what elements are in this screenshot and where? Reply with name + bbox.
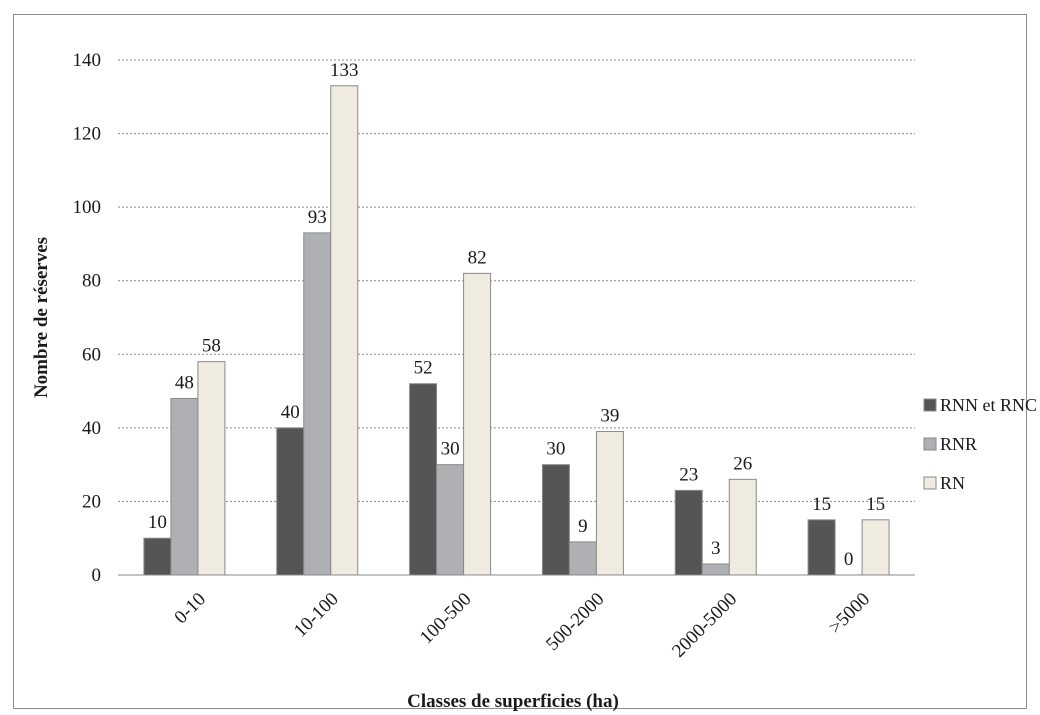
bar-rnr-10-100 — [303, 232, 332, 576]
y-tick-label-60: 60 — [82, 344, 101, 365]
bar-rnn-et-rnc-100-500 — [409, 383, 438, 576]
bar-rn-100-500 — [463, 272, 492, 576]
legend-swatch-rn — [923, 476, 937, 490]
data-label-rnn-et-rnc-500-2000: 30 — [546, 439, 565, 460]
data-label-rnr-10-100: 93 — [308, 207, 327, 228]
legend-swatch-rnn-et-rnc — [923, 398, 937, 412]
data-label-rnr-0-10: 48 — [175, 372, 194, 393]
data-label-rn-5000: 15 — [866, 494, 885, 515]
chart-frame — [13, 14, 1027, 709]
data-label-rnr-100-500: 30 — [441, 439, 460, 460]
y-axis-title: Nombre de réserves — [31, 237, 52, 398]
x-tick-label-10-100: 10-100 — [290, 589, 343, 642]
bar-rnr-500-2000 — [568, 541, 597, 576]
bar-rnr-2000-5000 — [701, 563, 730, 576]
legend-label-rnr: RNR — [940, 434, 977, 454]
data-label-rnr-5000: 0 — [844, 549, 854, 570]
y-tick-label-20: 20 — [82, 491, 101, 512]
x-tick-label-500-2000: 500-2000 — [542, 589, 608, 655]
data-label-rn-2000-5000: 26 — [733, 453, 752, 474]
x-axis-ticks: 0-10 10-100 100-500 500-2000 2000-5000 >5000 — [170, 589, 874, 662]
legend: RNN et RNC RNR RN — [923, 395, 1037, 493]
legend-label-rnn-et-rnc: RNN et RNC — [940, 395, 1037, 415]
bar-rnr-100-500 — [436, 464, 465, 576]
bar-rnn-et-rnc-10-100 — [276, 427, 305, 576]
x-tick-label-5000: >5000 — [825, 589, 874, 638]
data-label-rnn-et-rnc-0-10: 10 — [148, 512, 167, 533]
x-tick-label-0-10: 0-10 — [170, 589, 209, 628]
legend-label-rn: RN — [940, 473, 965, 493]
data-label-rnn-et-rnc-2000-5000: 23 — [679, 464, 698, 485]
data-label-rnn-et-rnc-5000: 15 — [812, 494, 831, 515]
bar-rnn-et-rnc-5000 — [807, 519, 836, 576]
bar-rn-10-100 — [330, 85, 359, 576]
y-tick-label-0: 0 — [92, 565, 102, 586]
data-label-rn-100-500: 82 — [468, 247, 487, 268]
bar-rnn-et-rnc-0-10 — [143, 537, 172, 576]
data-labels: 10 48 58 40 93 133 52 30 82 30 9 39 23 3 26 15 0 15 — [148, 60, 885, 570]
data-label-rnn-et-rnc-100-500: 52 — [414, 358, 433, 379]
bars — [143, 85, 890, 576]
x-tick-label-2000-5000: 2000-5000 — [668, 589, 741, 662]
y-axis-ticks: 0 20 40 60 80 100 120 140 — [73, 50, 102, 586]
data-label-rnr-2000-5000: 3 — [711, 538, 721, 559]
gridlines — [118, 59, 915, 502]
bar-rnn-et-rnc-2000-5000 — [674, 489, 703, 576]
y-tick-label-100: 100 — [73, 197, 102, 218]
legend-swatch-rnr — [923, 437, 937, 451]
y-tick-label-40: 40 — [82, 418, 101, 439]
bar-rnn-et-rnc-500-2000 — [541, 464, 570, 576]
x-tick-label-100-500: 100-500 — [416, 589, 476, 649]
bar-rnr-0-10 — [170, 397, 199, 576]
x-axis-title: Classes de superficies (ha) — [407, 691, 619, 712]
bar-rn-2000-5000 — [728, 478, 757, 576]
data-label-rn-500-2000: 39 — [600, 406, 619, 427]
y-tick-label-80: 80 — [82, 271, 101, 292]
data-label-rnn-et-rnc-10-100: 40 — [281, 402, 300, 423]
bar-rn-5000 — [861, 519, 890, 576]
y-tick-label-140: 140 — [73, 50, 102, 71]
data-label-rn-10-100: 133 — [330, 60, 359, 81]
bar-rn-500-2000 — [595, 431, 624, 576]
bar-rn-0-10 — [197, 361, 226, 576]
data-label-rnr-500-2000: 9 — [578, 516, 588, 537]
data-label-rn-0-10: 58 — [202, 336, 221, 357]
y-tick-label-120: 120 — [73, 124, 102, 145]
